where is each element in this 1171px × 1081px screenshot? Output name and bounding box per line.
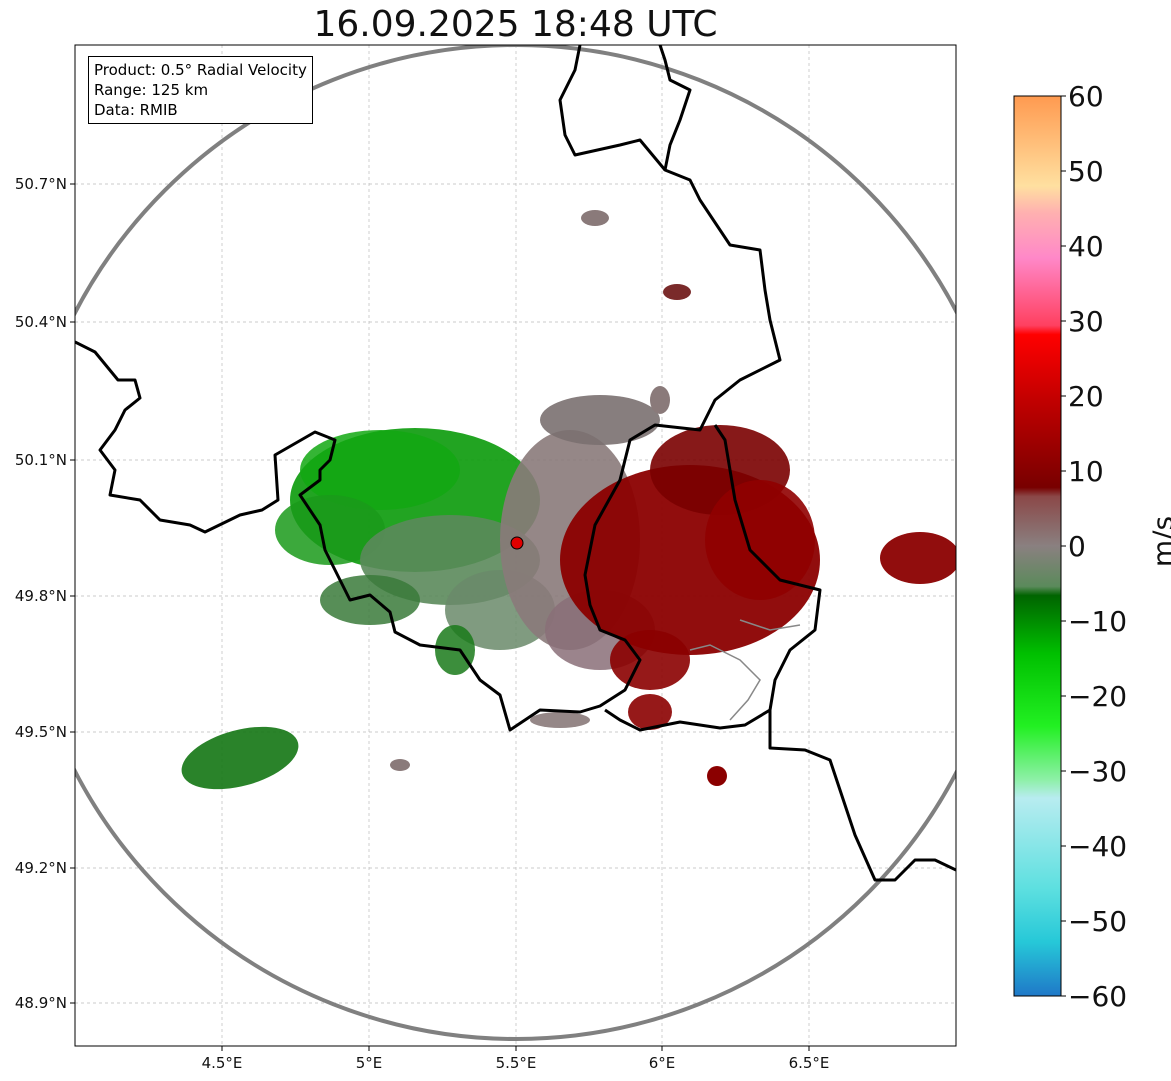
colorbar-tick-label: 10 bbox=[1068, 455, 1104, 488]
x-tick-label: 6.5°E bbox=[789, 1054, 830, 1072]
y-axis-labels: 50.7°N 50.4°N 50.1°N 49.8°N 49.5°N 49.2°… bbox=[15, 175, 67, 1012]
colorbar-tick-label: −30 bbox=[1068, 755, 1127, 788]
product-info-box: Product: 0.5° Radial Velocity Range: 125… bbox=[88, 56, 313, 124]
colorbar-tick-label: −50 bbox=[1068, 905, 1127, 938]
colorbar-tick-label: −10 bbox=[1068, 605, 1127, 638]
product-label: Product: 0.5° Radial Velocity bbox=[94, 61, 307, 79]
colorbar-tick-label: 20 bbox=[1068, 380, 1104, 413]
range-label: Range: 125 km bbox=[94, 81, 209, 99]
echo-east-cell bbox=[880, 532, 956, 584]
region-borders bbox=[689, 619, 801, 721]
x-tick-label: 5°E bbox=[356, 1054, 383, 1072]
data-source-label: Data: RMIB bbox=[94, 101, 178, 119]
colorbar-tick-label: 50 bbox=[1068, 155, 1104, 188]
y-tick-label: 50.7°N bbox=[15, 175, 67, 193]
colorbar-unit-label: m/s bbox=[1146, 515, 1171, 568]
y-tick-label: 49.5°N bbox=[15, 723, 67, 741]
velocity-echoes bbox=[181, 210, 956, 790]
axis-tick-marks bbox=[70, 183, 810, 1051]
range-ring bbox=[75, 45, 956, 1041]
x-tick-label: 4.5°E bbox=[202, 1054, 243, 1072]
x-tick-label: 5.5°E bbox=[496, 1054, 537, 1072]
y-tick-label: 50.4°N bbox=[15, 313, 67, 331]
y-tick-label: 50.1°N bbox=[15, 451, 67, 469]
y-tick-label: 48.9°N bbox=[15, 994, 67, 1012]
radar-location-marker bbox=[510, 536, 524, 550]
colorbar-tick-label: 0 bbox=[1068, 530, 1086, 563]
colorbar-tick-label: −40 bbox=[1068, 830, 1127, 863]
colorbar-tick-label: −60 bbox=[1068, 980, 1127, 1013]
colorbar-tick-marks bbox=[1061, 95, 1066, 997]
echo-southwest-cell bbox=[181, 726, 299, 790]
colorbar-tick-label: 40 bbox=[1068, 230, 1104, 263]
colorbar-tick-label: −20 bbox=[1068, 680, 1127, 713]
colorbar-labels: 60 50 40 30 20 10 0 −10 −20 −30 −40 −50 … bbox=[1068, 80, 1127, 1013]
y-tick-label: 49.8°N bbox=[15, 587, 67, 605]
country-borders bbox=[75, 45, 956, 882]
y-tick-label: 49.2°N bbox=[15, 859, 67, 877]
colorbar-tick-label: 30 bbox=[1068, 305, 1104, 338]
colorbar-tick-label: 60 bbox=[1068, 80, 1104, 113]
x-tick-label: 6°E bbox=[649, 1054, 676, 1072]
chart-title: 16.09.2025 18:48 UTC bbox=[313, 4, 718, 45]
colorbar bbox=[1013, 95, 1062, 997]
x-axis-labels: 4.5°E 5°E 5.5°E 6°E 6.5°E bbox=[202, 1054, 830, 1072]
